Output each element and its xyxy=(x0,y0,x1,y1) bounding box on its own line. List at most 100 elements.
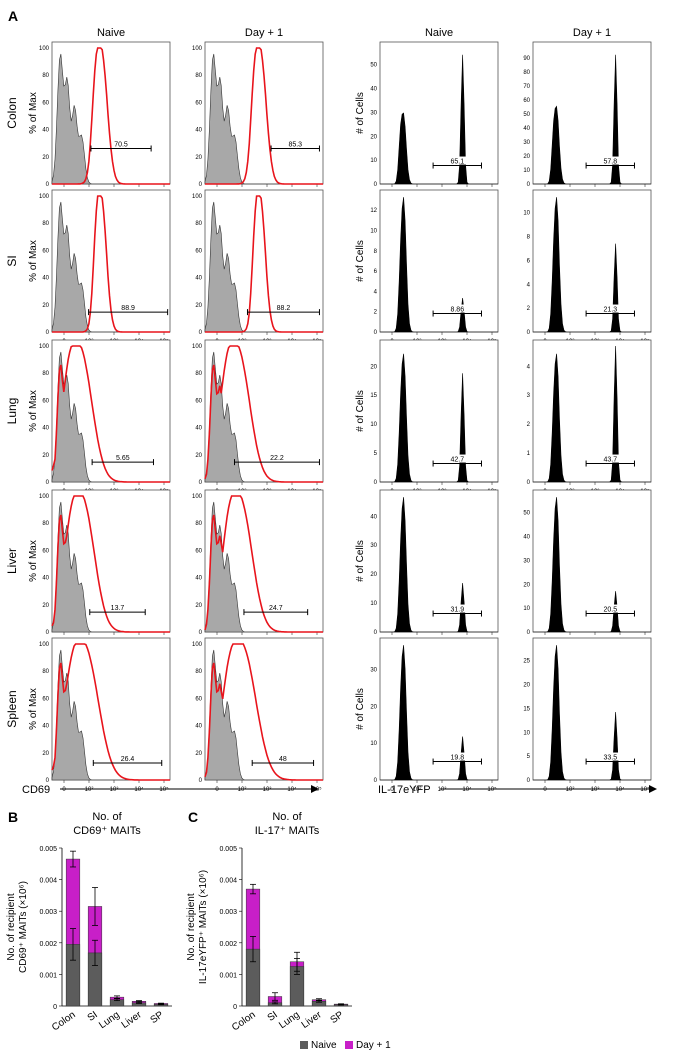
gate-value: 19.8 xyxy=(450,755,464,762)
y-tick-label: 80 xyxy=(42,73,49,79)
y-tick-label: 10 xyxy=(523,168,530,174)
y-axis-label: # of Cells xyxy=(355,390,366,432)
gate-value: 20.5 xyxy=(603,607,617,614)
il17-histogram xyxy=(533,345,651,483)
legend-label-day1: Day + 1 xyxy=(356,1040,391,1051)
y-tick-label: 2 xyxy=(527,422,531,428)
y-tick-label: 4 xyxy=(374,289,378,295)
gate-label-bg xyxy=(448,156,467,165)
y-tick-label: 1 xyxy=(527,451,531,457)
x-tick-label: 0 xyxy=(215,787,219,793)
y-axis-label-line1: No. of recipient xyxy=(186,893,197,960)
y-axis-label: # of Cells xyxy=(355,540,366,582)
y-tick-label: 40 xyxy=(42,128,49,134)
y-tick-label: 60 xyxy=(42,398,49,404)
y-tick-label: 40 xyxy=(523,126,530,132)
y-tick-label: 0.001 xyxy=(219,972,237,979)
y-tick-label: 12 xyxy=(370,208,377,214)
il17-histogram xyxy=(380,54,498,185)
gate-label-bg xyxy=(448,604,467,613)
y-tick-label: 15 xyxy=(523,706,530,712)
gate-value: 42.7 xyxy=(450,457,464,464)
y-tick-label: 0 xyxy=(53,1004,57,1011)
histogram-panel: 010²10³10⁴10⁵02040608010085.3 xyxy=(192,41,324,197)
il17-histogram xyxy=(533,645,651,781)
bar-legend: Naive Day + 1 xyxy=(300,1040,391,1051)
gate-value: 13.7 xyxy=(111,605,125,612)
y-tick-label: 0.003 xyxy=(39,909,57,916)
tissue-label: Spleen xyxy=(5,690,19,727)
y-tick-label: 20 xyxy=(370,134,377,140)
y-tick-label: 100 xyxy=(39,642,50,648)
y-tick-label: 0.004 xyxy=(219,878,237,885)
y-tick-label: 0 xyxy=(199,480,203,486)
y-tick-label: 20 xyxy=(370,364,377,370)
gate-label-bg xyxy=(448,304,467,313)
gate-value: 88.2 xyxy=(277,305,291,312)
histogram-panel: 010²10³10⁴10⁵02040608010024.7 xyxy=(192,489,324,645)
y-tick-label: 20 xyxy=(42,303,49,309)
column-header: Day + 1 xyxy=(573,27,611,39)
y-tick-label: 10 xyxy=(370,601,377,607)
y-tick-label: 40 xyxy=(195,724,202,730)
panel-label: B xyxy=(8,809,18,825)
y-tick-label: 0 xyxy=(46,480,50,486)
x-tick-label: 10² xyxy=(85,787,94,793)
y-tick-label: 20 xyxy=(195,751,202,757)
y-tick-label: 0 xyxy=(46,330,50,336)
gate-value: 26.4 xyxy=(121,756,135,763)
y-tick-label: 80 xyxy=(42,221,49,227)
y-tick-label: 30 xyxy=(370,110,377,116)
y-tick-label: 2 xyxy=(374,310,378,316)
y-tick-label: 40 xyxy=(523,535,530,541)
category-label: SP xyxy=(328,1009,346,1026)
category-label: Colon xyxy=(50,1009,78,1033)
y-tick-label: 90 xyxy=(523,56,530,62)
y-tick-label: 0 xyxy=(199,330,203,336)
y-tick-label: 100 xyxy=(39,344,50,350)
y-tick-label: 0 xyxy=(527,182,531,188)
y-tick-label: 0 xyxy=(527,330,531,336)
y-tick-label: 20 xyxy=(195,453,202,459)
y-tick-label: 50 xyxy=(523,511,530,517)
y-tick-label: 10 xyxy=(370,158,377,164)
y-tick-label: 0 xyxy=(374,480,378,486)
y-tick-label: 100 xyxy=(192,494,203,500)
x-tick-label: 10³ xyxy=(263,787,272,793)
gate-value: 70.5 xyxy=(114,142,128,149)
y-tick-label: 60 xyxy=(42,548,49,554)
y-tick-label: 70 xyxy=(523,84,530,90)
y-tick-label: 80 xyxy=(42,371,49,377)
y-tick-label: 10 xyxy=(370,229,377,235)
il17-histogram xyxy=(380,353,498,483)
histogram-panel: 010²10³10⁴10⁵024681021.3 xyxy=(523,189,652,345)
y-axis-label: # of Cells xyxy=(355,688,366,730)
y-tick-label: 0 xyxy=(199,182,203,188)
tissue-label: Liver xyxy=(5,548,19,574)
y-tick-label: 6 xyxy=(374,269,378,275)
y-tick-label: 40 xyxy=(195,128,202,134)
y-tick-label: 60 xyxy=(195,248,202,254)
y-tick-label: 0 xyxy=(46,778,50,784)
y-axis-label-line1: No. of recipient xyxy=(6,893,17,960)
y-tick-label: 60 xyxy=(42,696,49,702)
y-tick-label: 40 xyxy=(42,576,49,582)
gate-value: 21.3 xyxy=(603,307,617,314)
legend-swatch-naive xyxy=(300,1041,308,1049)
panel-label-a: A xyxy=(8,8,18,24)
y-tick-label: 60 xyxy=(523,98,530,104)
y-tick-label: 15 xyxy=(370,393,377,399)
y-tick-label: 80 xyxy=(195,669,202,675)
gate-label-bg xyxy=(601,304,620,313)
day1-histogram xyxy=(205,195,323,333)
gate-value: 31.9 xyxy=(450,607,464,614)
gate-value: 57.8 xyxy=(603,159,617,166)
y-axis-label: % of Max xyxy=(28,688,39,730)
